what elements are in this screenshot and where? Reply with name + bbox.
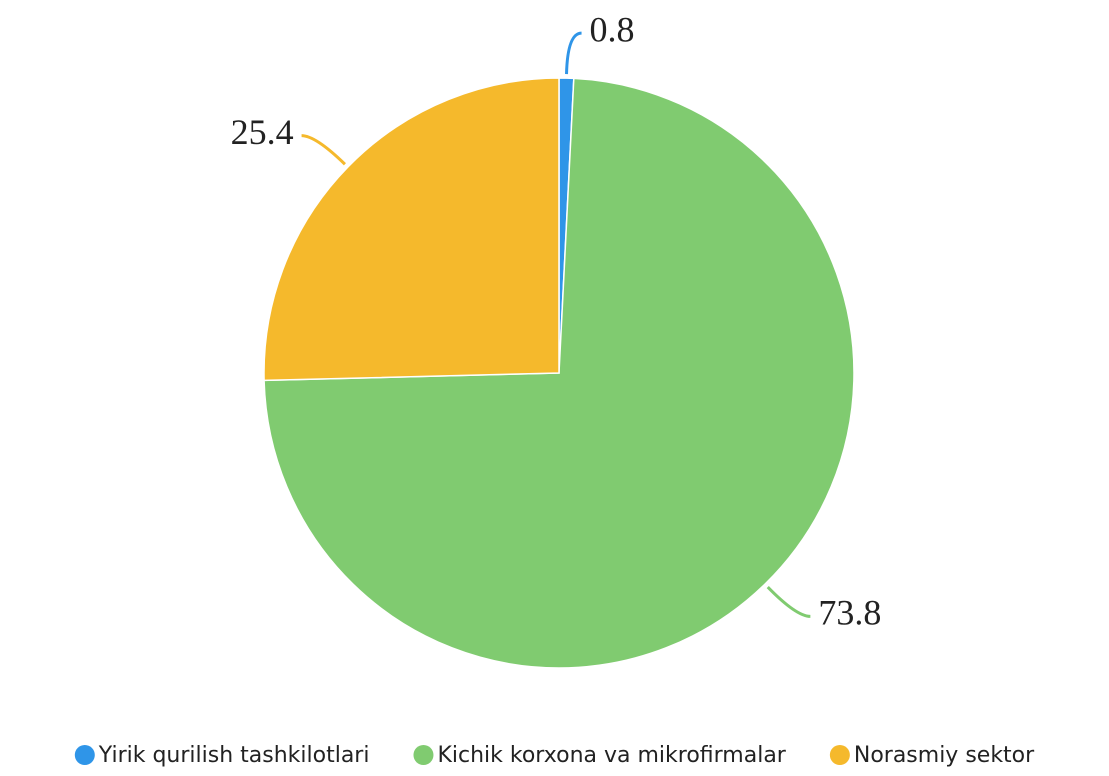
value-label: 73.8 (818, 593, 881, 633)
leader-line (301, 134, 346, 166)
legend-label: Kichik korxona va mikrofirmalar (437, 743, 786, 768)
value-label: 0.8 (590, 9, 635, 49)
pie-slice (263, 77, 560, 382)
legend-label: Yirik qurilish tashkilotlari (98, 743, 370, 768)
leader-line (565, 31, 582, 75)
legend-label: Norasmiy sektor (854, 743, 1035, 768)
legend-marker (74, 745, 95, 765)
leader-line (766, 586, 811, 618)
legend-marker (413, 745, 434, 765)
value-label: 25.4 (231, 112, 294, 152)
legend-marker (829, 745, 850, 765)
